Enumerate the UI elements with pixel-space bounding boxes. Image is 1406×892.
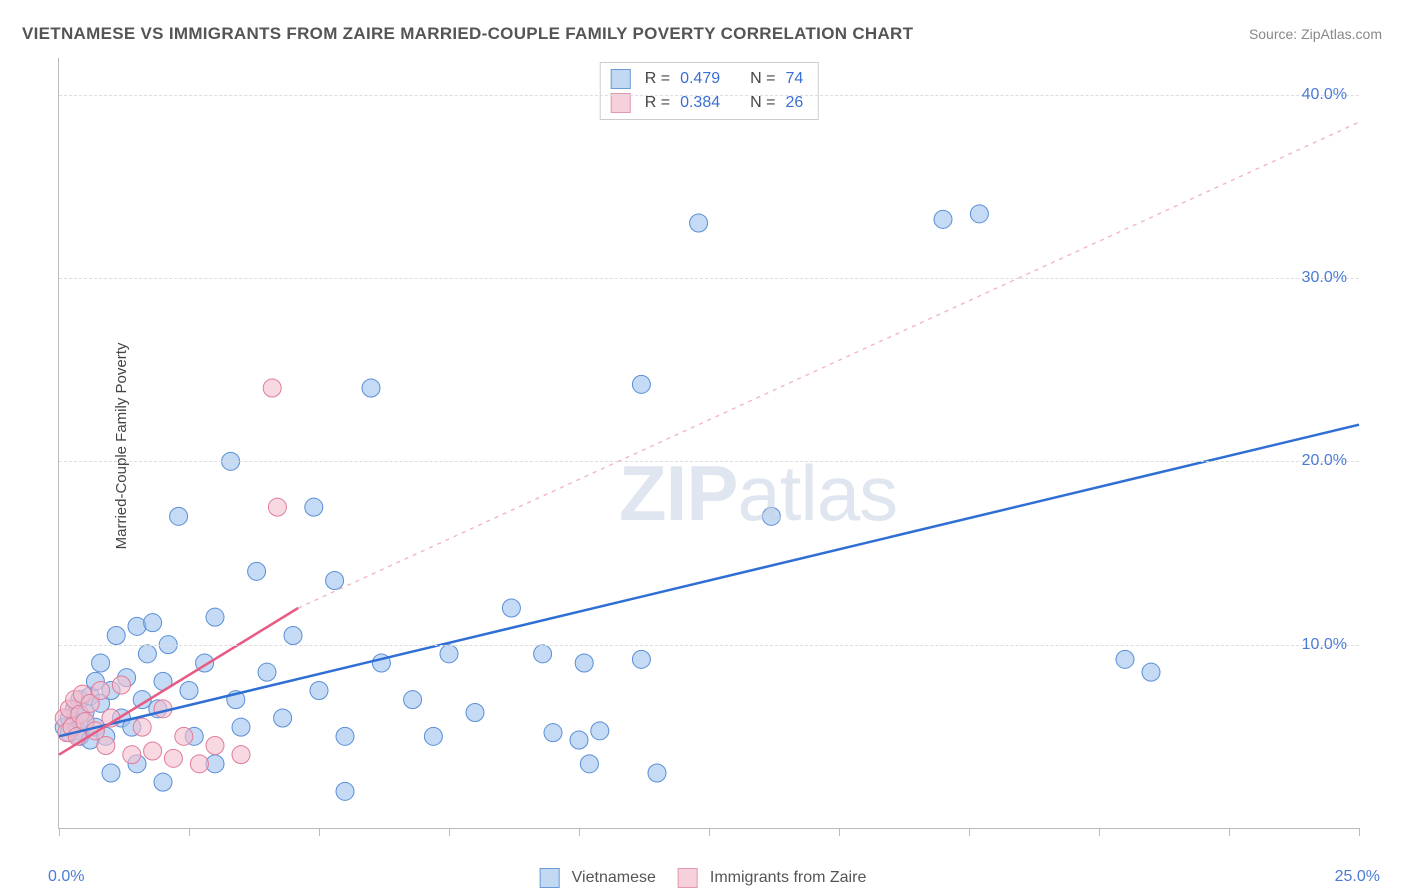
data-point xyxy=(138,645,156,663)
regression-line xyxy=(59,425,1359,737)
source-link[interactable]: ZipAtlas.com xyxy=(1301,26,1382,42)
data-point xyxy=(190,755,208,773)
data-point xyxy=(1142,663,1160,681)
data-point xyxy=(284,627,302,645)
chart-area: R =0.479N =74R =0.384N =26 ZIPatlas 10.0… xyxy=(58,58,1359,829)
data-point xyxy=(112,676,130,694)
data-point xyxy=(362,379,380,397)
data-point xyxy=(133,718,151,736)
legend-item: Immigrants from Zaire xyxy=(678,868,866,888)
x-tick xyxy=(319,828,320,836)
r-label: R = xyxy=(645,67,670,91)
data-point xyxy=(502,599,520,617)
x-tick xyxy=(1099,828,1100,836)
data-point xyxy=(180,682,198,700)
data-point xyxy=(305,498,323,516)
data-point xyxy=(404,691,422,709)
data-point xyxy=(575,654,593,672)
data-point xyxy=(762,507,780,525)
source-label: Source: xyxy=(1249,26,1297,42)
x-tick xyxy=(579,828,580,836)
bottom-legend: Vietnamese Immigrants from Zaire xyxy=(540,868,867,888)
legend-item: Vietnamese xyxy=(540,868,656,888)
data-point xyxy=(232,718,250,736)
data-point xyxy=(534,645,552,663)
x-tick-label-min: 0.0% xyxy=(48,868,84,886)
legend-swatch xyxy=(611,93,631,113)
x-tick xyxy=(709,828,710,836)
data-point xyxy=(424,727,442,745)
data-point xyxy=(123,746,141,764)
source-attribution: Source: ZipAtlas.com xyxy=(1249,26,1382,42)
data-point xyxy=(144,614,162,632)
data-point xyxy=(154,773,172,791)
data-point xyxy=(326,572,344,590)
data-point xyxy=(92,682,110,700)
data-point xyxy=(466,704,484,722)
data-point xyxy=(544,724,562,742)
regression-line-extrapolated xyxy=(298,122,1359,608)
r-value: 0.479 xyxy=(680,67,720,91)
data-point xyxy=(274,709,292,727)
data-point xyxy=(144,742,162,760)
data-point xyxy=(128,617,146,635)
y-tick-label: 20.0% xyxy=(1302,452,1347,470)
x-tick xyxy=(1359,828,1360,836)
chart-title: VIETNAMESE VS IMMIGRANTS FROM ZAIRE MARR… xyxy=(22,24,913,44)
x-tick xyxy=(189,828,190,836)
data-point xyxy=(570,731,588,749)
data-point xyxy=(632,650,650,668)
data-point xyxy=(206,737,224,755)
legend-label: Immigrants from Zaire xyxy=(710,869,866,887)
data-point xyxy=(248,562,266,580)
data-point xyxy=(170,507,188,525)
x-tick xyxy=(59,828,60,836)
data-point xyxy=(1116,650,1134,668)
data-point xyxy=(336,782,354,800)
data-point xyxy=(632,375,650,393)
y-tick-label: 10.0% xyxy=(1302,636,1347,654)
data-point xyxy=(268,498,286,516)
legend-label: Vietnamese xyxy=(572,869,656,887)
data-point xyxy=(97,737,115,755)
stats-legend-box: R =0.479N =74R =0.384N =26 xyxy=(600,62,819,120)
data-point xyxy=(107,627,125,645)
n-label: N = xyxy=(750,67,775,91)
grid-line xyxy=(59,278,1359,279)
n-value: 74 xyxy=(785,67,803,91)
data-point xyxy=(92,654,110,672)
data-point xyxy=(580,755,598,773)
x-tick xyxy=(1229,828,1230,836)
grid-line xyxy=(59,95,1359,96)
x-tick xyxy=(449,828,450,836)
data-point xyxy=(336,727,354,745)
x-tick-label-max: 25.0% xyxy=(1335,868,1380,886)
grid-line xyxy=(59,461,1359,462)
data-point xyxy=(102,764,120,782)
legend-swatch xyxy=(611,69,631,89)
data-point xyxy=(690,214,708,232)
data-point xyxy=(263,379,281,397)
scatter-plot xyxy=(59,58,1359,828)
data-point xyxy=(648,764,666,782)
data-point xyxy=(970,205,988,223)
y-tick-label: 40.0% xyxy=(1302,86,1347,104)
x-tick xyxy=(839,828,840,836)
legend-swatch xyxy=(540,868,560,888)
data-point xyxy=(591,722,609,740)
legend-swatch xyxy=(678,868,698,888)
data-point xyxy=(934,210,952,228)
x-tick xyxy=(969,828,970,836)
y-tick-label: 30.0% xyxy=(1302,269,1347,287)
data-point xyxy=(164,749,182,767)
data-point xyxy=(258,663,276,681)
data-point xyxy=(310,682,328,700)
stats-row: R = 0.479 N = 74 xyxy=(611,67,804,91)
data-point xyxy=(232,746,250,764)
data-point xyxy=(175,727,193,745)
data-point xyxy=(206,608,224,626)
grid-line xyxy=(59,645,1359,646)
data-point xyxy=(440,645,458,663)
